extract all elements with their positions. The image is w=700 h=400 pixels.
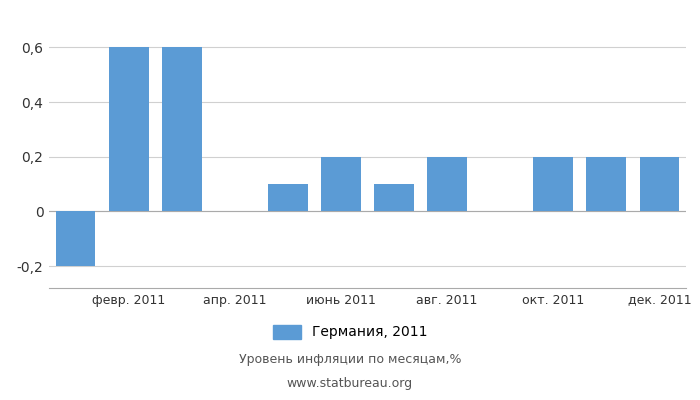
Bar (268, 184, 308, 212)
Bar (55, 212, 95, 266)
Text: www.statbureau.org: www.statbureau.org (287, 378, 413, 390)
Legend: Германия, 2011: Германия, 2011 (267, 319, 433, 345)
Bar (587, 157, 626, 212)
Bar (427, 157, 467, 212)
Bar (640, 157, 680, 212)
Bar (321, 157, 361, 212)
Bar (108, 47, 148, 212)
Bar (162, 47, 202, 212)
Bar (533, 157, 573, 212)
Text: Уровень инфляции по месяцам,%: Уровень инфляции по месяцам,% (239, 354, 461, 366)
Bar (374, 184, 414, 212)
